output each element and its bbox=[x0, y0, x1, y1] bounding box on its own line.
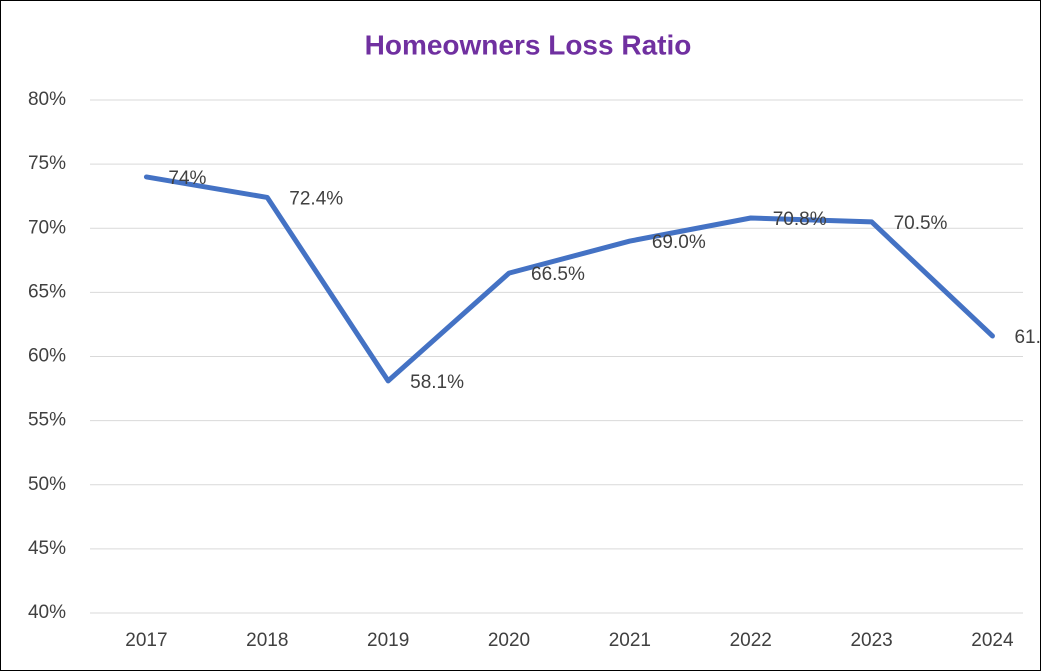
x-tick-label: 2024 bbox=[971, 630, 1014, 651]
y-tick-label: 75% bbox=[28, 153, 66, 174]
x-tick-label: 2023 bbox=[850, 630, 892, 651]
data-label: 66.5% bbox=[531, 264, 585, 285]
data-label: 58.1% bbox=[410, 372, 464, 393]
y-tick-label: 70% bbox=[28, 217, 66, 238]
x-tick-label: 2018 bbox=[246, 630, 288, 651]
line-series bbox=[143, 174, 995, 384]
y-tick-label: 80% bbox=[28, 89, 66, 110]
x-tick-label: 2022 bbox=[730, 630, 772, 651]
y-tick-label: 65% bbox=[28, 281, 66, 302]
chart-title: Homeowners Loss Ratio bbox=[365, 29, 692, 60]
data-label: 70.8% bbox=[773, 209, 827, 230]
y-tick-label: 40% bbox=[28, 602, 66, 623]
data-label: 72.4% bbox=[289, 188, 343, 209]
data-label: 70.5% bbox=[894, 213, 948, 234]
data-label: 74% bbox=[168, 168, 206, 189]
y-tick-label: 45% bbox=[28, 538, 66, 559]
x-tick-label: 2017 bbox=[125, 630, 167, 651]
x-tick-label: 2021 bbox=[609, 630, 651, 651]
x-tick-label: 2019 bbox=[367, 630, 409, 651]
data-label: 61.6% bbox=[1014, 327, 1041, 348]
data-label: 69.0% bbox=[652, 232, 706, 253]
y-tick-label: 50% bbox=[28, 474, 66, 495]
y-tick-label: 55% bbox=[28, 410, 66, 431]
y-tick-label: 60% bbox=[28, 346, 66, 367]
x-tick-label: 2020 bbox=[488, 630, 530, 651]
